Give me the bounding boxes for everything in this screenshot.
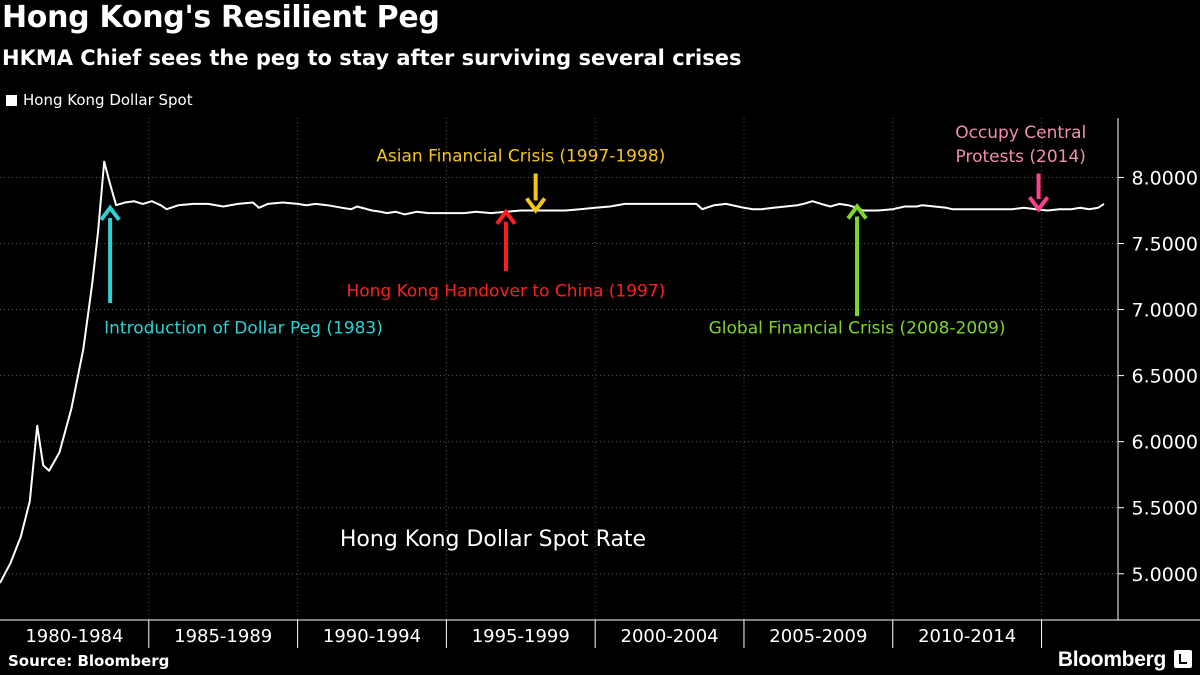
x-tick-label: 2000-2004 bbox=[621, 626, 719, 647]
series-layer bbox=[0, 160, 1105, 584]
arrow-down-icon bbox=[1027, 195, 1050, 213]
series-inner-label: Hong Kong Dollar Spot Rate bbox=[340, 527, 646, 552]
arrow-up-icon bbox=[495, 208, 517, 225]
x-tick-label: 1980-1984 bbox=[25, 626, 123, 647]
annotation: Hong Kong Handover to China (1997) bbox=[346, 208, 665, 301]
annotation-label: Hong Kong Handover to China (1997) bbox=[346, 281, 665, 301]
chart-title: Hong Kong's Resilient Peg bbox=[2, 0, 440, 35]
annotation: Introduction of Dollar Peg (1983) bbox=[99, 204, 383, 338]
arrow-down-icon bbox=[525, 197, 547, 214]
brand-logo: Bloomberg bbox=[1057, 648, 1166, 671]
annotation-label: Global Financial Crisis (2008-2009) bbox=[709, 318, 1006, 338]
y-tick-label: 7.0000 bbox=[1132, 300, 1198, 322]
chart-subtitle: HKMA Chief sees the peg to stay after su… bbox=[2, 46, 742, 70]
axis-layer: 5.0000 5.5000 6.0000 6.5000 7.0000 7.5000 8.00… bbox=[0, 118, 1200, 648]
x-tick-label: 2010-2014 bbox=[918, 626, 1016, 647]
annotation-label: Occupy Central bbox=[955, 123, 1086, 143]
source-note: Source: Bloomberg bbox=[8, 652, 170, 670]
series-line bbox=[0, 160, 1105, 584]
annotation-label: Introduction of Dollar Peg (1983) bbox=[104, 318, 383, 338]
x-tick-label: 1985-1989 bbox=[174, 626, 272, 647]
y-tick-label: 5.0000 bbox=[1132, 564, 1198, 586]
x-tick-label: 1990-1994 bbox=[323, 626, 421, 647]
y-tick-label: 6.5000 bbox=[1132, 366, 1198, 388]
annotation: Occupy Central Protests (2014) bbox=[955, 123, 1086, 213]
arrow-up-icon bbox=[99, 204, 121, 222]
annotation-label: Asian Financial Crisis (1997-1998) bbox=[376, 147, 665, 167]
legend: Hong Kong Dollar Spot bbox=[6, 91, 193, 109]
y-tick-label: 8.0000 bbox=[1132, 167, 1198, 189]
arrow-up-icon bbox=[846, 203, 868, 220]
annotation-layer: Introduction of Dollar Peg (1983) Hong Ko… bbox=[99, 123, 1086, 338]
annotation-label: Protests (2014) bbox=[956, 147, 1086, 167]
y-tick-label: 5.5000 bbox=[1132, 498, 1198, 520]
x-tick-label: 1995-1999 bbox=[472, 626, 570, 647]
y-tick-label: 6.0000 bbox=[1132, 432, 1198, 454]
brand-chart-icon bbox=[1174, 650, 1192, 668]
y-tick-label: 7.5000 bbox=[1132, 234, 1198, 256]
annotation: Global Financial Crisis (2008-2009) bbox=[709, 203, 1006, 338]
annotation: Asian Financial Crisis (1997-1998) bbox=[376, 147, 665, 214]
x-tick-label: 2005-2009 bbox=[769, 626, 867, 647]
legend-swatch bbox=[6, 94, 17, 106]
legend-label: Hong Kong Dollar Spot bbox=[23, 91, 193, 109]
